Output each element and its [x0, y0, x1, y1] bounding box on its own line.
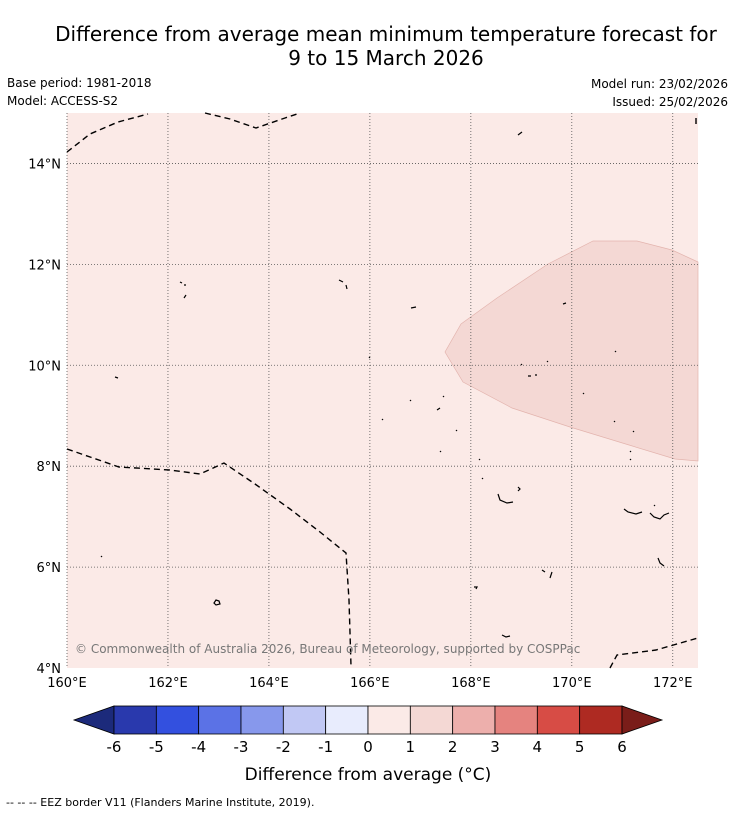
- island: [100, 555, 103, 558]
- island: [114, 376, 119, 379]
- colorbar-label: Difference from average (°C): [245, 765, 492, 785]
- colorbar-tick-label: 0: [363, 738, 373, 756]
- island: [213, 599, 221, 606]
- island: [478, 458, 484, 480]
- longitude-label: 162°E: [148, 676, 188, 691]
- colorbar-box: [282, 705, 327, 735]
- base-period: Base period: 1981-2018: [7, 76, 152, 90]
- colorbar-tick-label: -5: [149, 738, 164, 756]
- colorbar-tick-label: -3: [234, 738, 249, 756]
- colorbar-high-extension: [621, 705, 664, 735]
- colorbar-box: [198, 705, 242, 735]
- longitude-label: 164°E: [249, 676, 289, 691]
- longitude-label: 168°E: [451, 676, 491, 691]
- island: [410, 306, 417, 309]
- metadata-left: Base period: 1981-2018 Model: ACCESS-S2: [7, 74, 152, 110]
- island: [381, 418, 458, 453]
- latitude-label: 6°N: [37, 561, 62, 576]
- title-line-1: Difference from average mean minimum tem…: [55, 22, 717, 46]
- colorbar-tick-label: -2: [276, 738, 291, 756]
- colorbar-box: [240, 705, 284, 735]
- latitude-labels: 14°N 12°N 10°N 8°N 6°N 4°N: [28, 157, 61, 677]
- colorbar-tick-label: 3: [490, 738, 500, 756]
- eez-border-southeast: [609, 637, 699, 669]
- copyright-notice: © Commonwealth of Australia 2026, Bureau…: [75, 642, 580, 656]
- island: [541, 557, 665, 579]
- longitude-label: 170°E: [552, 676, 592, 691]
- colorbar-tick-label: 4: [533, 738, 543, 756]
- metadata-right: Model run: 23/02/2026 Issued: 25/02/2026: [591, 75, 728, 111]
- longitude-label: 160°E: [47, 676, 87, 691]
- model-run: Model run: 23/02/2026: [590, 77, 728, 91]
- island: [497, 486, 521, 504]
- latitude-label: 10°N: [28, 359, 61, 374]
- colorbar-tick-label: 6: [617, 738, 627, 756]
- colorbar-box: [367, 705, 411, 735]
- colorbar-box: [536, 705, 581, 735]
- colorbar-boxes: [113, 705, 623, 735]
- longitude-label: 172°E: [653, 676, 693, 691]
- colorbar-box: [113, 705, 157, 735]
- latitude-label: 8°N: [37, 460, 62, 475]
- island: [338, 279, 348, 290]
- eez-border-north: [66, 112, 301, 153]
- colorbar-box: [579, 705, 623, 735]
- longitude-label: 166°E: [350, 676, 390, 691]
- colorbar-box: [409, 705, 454, 735]
- colorbar-tick-label: 2: [448, 738, 458, 756]
- colorbar-tick-labels: -6 -5 -4 -3 -2 -1 0 1 2 3 4 5 6: [107, 738, 627, 756]
- colorbar-tick-label: -1: [318, 738, 333, 756]
- colorbar-tick-label: 1: [406, 738, 416, 756]
- island: [409, 395, 445, 411]
- longitude-labels: 160°E 162°E 164°E 166°E 168°E 170°E 172°E: [47, 676, 692, 691]
- eez-border-west: [66, 448, 352, 667]
- island: [368, 356, 371, 359]
- map-panel: © Commonwealth of Australia 2026, Bureau…: [66, 112, 699, 669]
- title-line-2: 9 to 15 March 2026: [288, 46, 484, 70]
- islands: [100, 131, 670, 638]
- issued-date: Issued: 25/02/2026: [612, 95, 728, 109]
- colorbar-low-extension: [72, 705, 115, 735]
- island: [562, 302, 567, 305]
- island: [614, 350, 617, 353]
- island: [629, 450, 632, 461]
- latitude-label: 12°N: [28, 258, 61, 273]
- model-name: Model: ACCESS-S2: [7, 94, 119, 108]
- island: [474, 586, 478, 590]
- island: [623, 504, 670, 520]
- colorbar-box: [325, 705, 369, 735]
- island: [517, 131, 523, 136]
- colorbar-box: [452, 705, 496, 735]
- island: [520, 360, 549, 377]
- eez-footnote: -- -- -- EEZ border V11 (Flanders Marine…: [6, 796, 315, 809]
- colorbar-tick-label: -6: [107, 738, 122, 756]
- colorbar-tick-label: -4: [191, 738, 206, 756]
- island: [582, 392, 635, 433]
- colorbar-tick-label: 5: [575, 738, 585, 756]
- colorbar-box: [494, 705, 538, 735]
- island: [501, 634, 511, 638]
- colorbar-box: [155, 705, 200, 735]
- latitude-label: 4°N: [37, 662, 62, 677]
- chart-title: Difference from average mean minimum tem…: [0, 22, 736, 70]
- gridlines: [66, 113, 698, 668]
- colorbar: -6 -5 -4 -3 -2 -1 0 1 2 3 4 5 6 Difference from aver…: [72, 705, 664, 785]
- eez-borders: [66, 112, 699, 669]
- island: [179, 281, 187, 299]
- latitude-label: 14°N: [28, 157, 61, 172]
